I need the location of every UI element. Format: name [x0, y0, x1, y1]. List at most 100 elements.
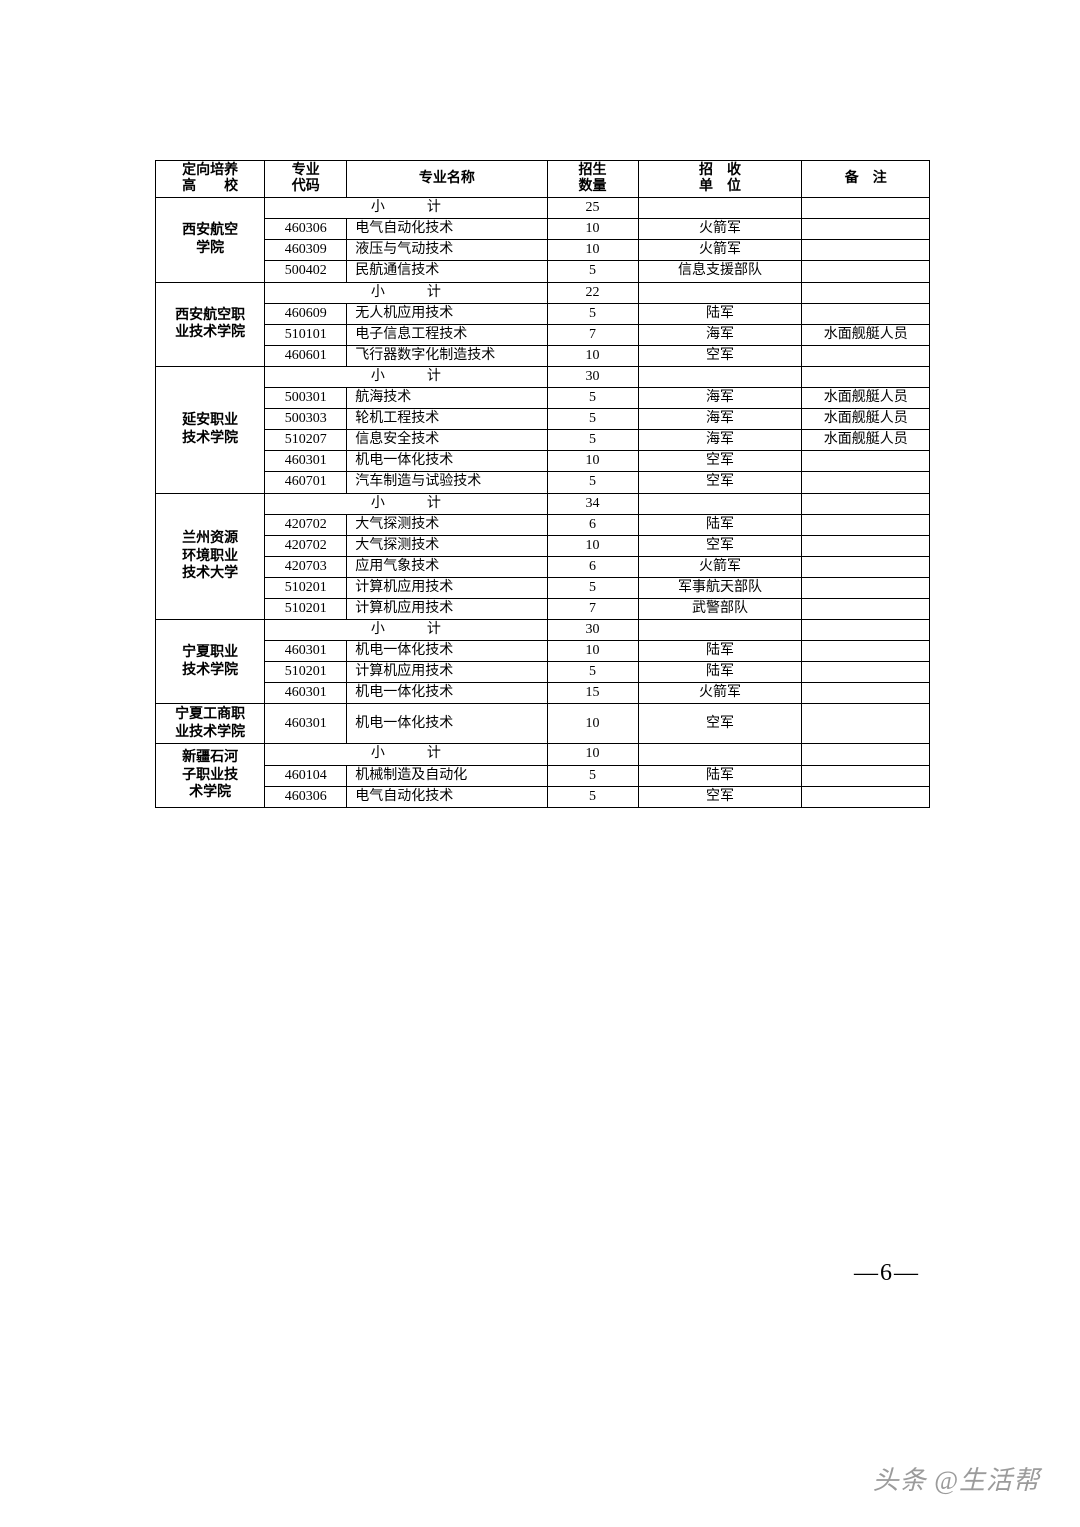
subtotal-row: 西安航空学院小 计25 [156, 198, 930, 219]
th-qty: 招生数量 [547, 161, 638, 198]
major-code-cell: 460609 [265, 303, 347, 324]
table-row: 420703应用气象技术6火箭军 [156, 556, 930, 577]
major-code-cell: 420702 [265, 514, 347, 535]
table-row: 500303轮机工程技术5海军水面舰艇人员 [156, 409, 930, 430]
table-header-row: 定向培养高 校 专业代码 专业名称 招生数量 招 收单 位 备 注 [156, 161, 930, 198]
table-row: 460306电气自动化技术10火箭军 [156, 219, 930, 240]
major-name-cell: 无人机应用技术 [347, 303, 547, 324]
note-cell [802, 472, 930, 493]
note-cell [802, 303, 930, 324]
subtotal-label-cell: 小 计 [265, 744, 547, 765]
th-unit: 招 收单 位 [638, 161, 802, 198]
unit-cell: 空军 [638, 535, 802, 556]
major-name-cell: 航海技术 [347, 388, 547, 409]
note-cell [802, 641, 930, 662]
note-cell [802, 765, 930, 786]
table-row: 500301航海技术5海军水面舰艇人员 [156, 388, 930, 409]
note-cell: 水面舰艇人员 [802, 430, 930, 451]
major-code-cell: 460301 [265, 683, 347, 704]
major-name-cell: 机电一体化技术 [347, 641, 547, 662]
unit-cell: 陆军 [638, 641, 802, 662]
unit-cell: 火箭军 [638, 240, 802, 261]
note-cell [802, 514, 930, 535]
note-cell [802, 662, 930, 683]
major-code-cell: 420702 [265, 535, 347, 556]
major-name-cell: 应用气象技术 [347, 556, 547, 577]
major-code-cell: 460309 [265, 240, 347, 261]
school-name-cell: 宁夏工商职业技术学院 [156, 704, 265, 744]
qty-cell: 6 [547, 514, 638, 535]
qty-cell: 10 [547, 704, 638, 744]
major-code-cell: 460306 [265, 219, 347, 240]
unit-cell: 空军 [638, 451, 802, 472]
subtotal-unit-cell [638, 366, 802, 387]
major-name-cell: 电子信息工程技术 [347, 324, 547, 345]
major-code-cell: 500402 [265, 261, 347, 282]
page-content: 定向培养高 校 专业代码 专业名称 招生数量 招 收单 位 备 注 西安航空学院… [0, 0, 1080, 808]
qty-cell: 10 [547, 219, 638, 240]
th-note: 备 注 [802, 161, 930, 198]
unit-cell: 海军 [638, 409, 802, 430]
major-code-cell: 420703 [265, 556, 347, 577]
unit-cell: 空军 [638, 472, 802, 493]
note-cell: 水面舰艇人员 [802, 409, 930, 430]
major-name-cell: 飞行器数字化制造技术 [347, 345, 547, 366]
subtotal-label-cell: 小 计 [265, 493, 547, 514]
subtotal-note-cell [802, 493, 930, 514]
qty-cell: 10 [547, 641, 638, 662]
qty-cell: 5 [547, 786, 638, 807]
note-cell [802, 345, 930, 366]
major-name-cell: 电气自动化技术 [347, 786, 547, 807]
major-code-cell: 500303 [265, 409, 347, 430]
qty-cell: 5 [547, 409, 638, 430]
unit-cell: 火箭军 [638, 219, 802, 240]
major-code-cell: 500301 [265, 388, 347, 409]
table-row: 420702大气探测技术10空军 [156, 535, 930, 556]
unit-cell: 武警部队 [638, 598, 802, 619]
major-name-cell: 汽车制造与试验技术 [347, 472, 547, 493]
major-name-cell: 机电一体化技术 [347, 704, 547, 744]
th-school: 定向培养高 校 [156, 161, 265, 198]
school-name-cell: 西安航空学院 [156, 198, 265, 282]
qty-cell: 5 [547, 303, 638, 324]
major-code-cell: 510201 [265, 577, 347, 598]
note-cell [802, 683, 930, 704]
table-row: 宁夏工商职业技术学院460301机电一体化技术10空军 [156, 704, 930, 744]
note-cell: 水面舰艇人员 [802, 388, 930, 409]
table-row: 460301机电一体化技术10空军 [156, 451, 930, 472]
table-row: 460609无人机应用技术5陆军 [156, 303, 930, 324]
th-major: 专业名称 [347, 161, 547, 198]
subtotal-row: 宁夏职业技术学院小 计30 [156, 620, 930, 641]
qty-cell: 5 [547, 662, 638, 683]
unit-cell: 海军 [638, 430, 802, 451]
qty-cell: 10 [547, 535, 638, 556]
major-code-cell: 460306 [265, 786, 347, 807]
table-row: 460301机电一体化技术10陆军 [156, 641, 930, 662]
school-name-cell: 兰州资源环境职业技术大学 [156, 493, 265, 620]
qty-cell: 5 [547, 577, 638, 598]
subtotal-qty-cell: 10 [547, 744, 638, 765]
unit-cell: 火箭军 [638, 683, 802, 704]
subtotal-qty-cell: 25 [547, 198, 638, 219]
table-row: 510207信息安全技术5海军水面舰艇人员 [156, 430, 930, 451]
qty-cell: 7 [547, 598, 638, 619]
unit-cell: 火箭军 [638, 556, 802, 577]
table-row: 510101电子信息工程技术7海军水面舰艇人员 [156, 324, 930, 345]
qty-cell: 10 [547, 240, 638, 261]
subtotal-unit-cell [638, 493, 802, 514]
table-row: 510201计算机应用技术5陆军 [156, 662, 930, 683]
major-name-cell: 计算机应用技术 [347, 662, 547, 683]
qty-cell: 5 [547, 472, 638, 493]
major-code-cell: 510201 [265, 598, 347, 619]
unit-cell: 空军 [638, 786, 802, 807]
subtotal-unit-cell [638, 620, 802, 641]
major-code-cell: 510101 [265, 324, 347, 345]
major-code-cell: 460104 [265, 765, 347, 786]
subtotal-note-cell [802, 366, 930, 387]
page-number: —6— [854, 1260, 920, 1287]
unit-cell: 空军 [638, 704, 802, 744]
subtotal-note-cell [802, 282, 930, 303]
major-code-cell: 460601 [265, 345, 347, 366]
major-name-cell: 计算机应用技术 [347, 598, 547, 619]
qty-cell: 5 [547, 261, 638, 282]
